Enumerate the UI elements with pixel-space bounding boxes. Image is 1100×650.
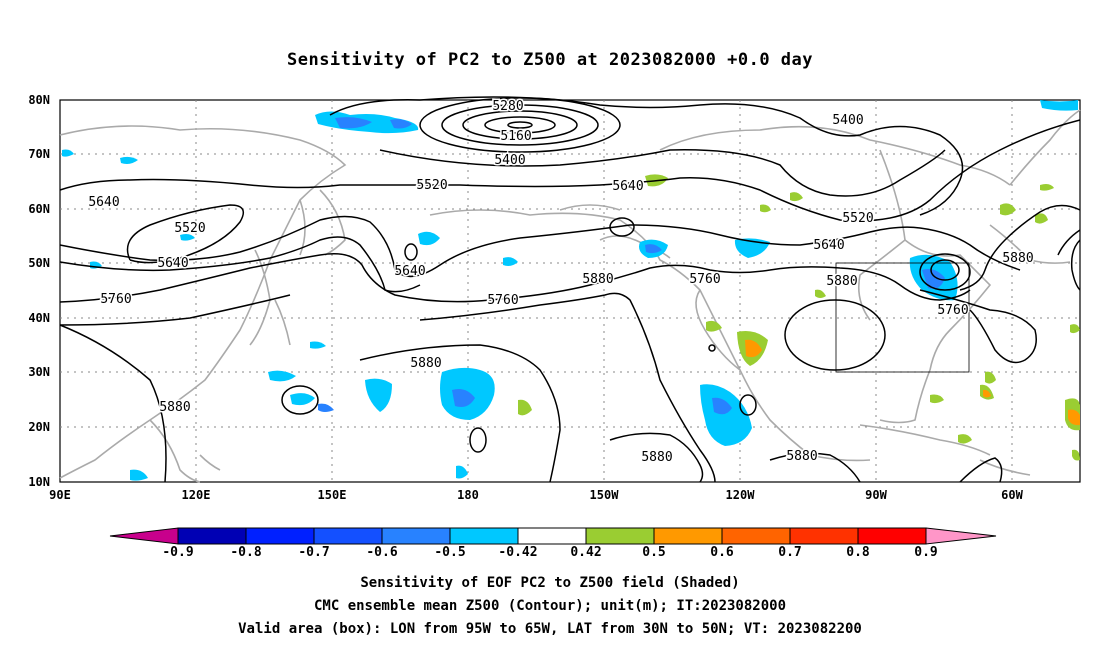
colorbar-tick-label: 0.6: [710, 545, 734, 560]
contour-label: 5880: [641, 450, 672, 465]
colorbar-tick-label: -0.42: [498, 545, 538, 560]
lon-label: 150E: [317, 488, 347, 502]
contour-labels: 5280 5160 5400 5520 5640 5400 5640 5520 …: [87, 98, 1035, 467]
caption-shading: Sensitivity of EOF PC2 to Z500 field (Sh…: [360, 575, 740, 591]
colorbar-tick-label: 0.9: [914, 545, 938, 560]
contour-label: 5640: [813, 238, 844, 253]
contour-label: 5640: [157, 256, 188, 271]
contour-label: 5160: [500, 129, 531, 144]
contour-label: 5520: [174, 221, 205, 236]
lat-label: 30N: [28, 365, 50, 379]
colorbar-tick-label: 0.5: [642, 545, 666, 560]
lat-label: 40N: [28, 311, 50, 325]
colorbar-tick-label: -0.7: [298, 545, 330, 560]
contour-label: 5640: [88, 195, 119, 210]
lat-label: 50N: [28, 256, 50, 270]
contour-label: 5880: [826, 274, 857, 289]
contour-label: 5880: [582, 272, 613, 287]
lon-label: 120E: [181, 488, 211, 502]
contour-label: 5400: [494, 153, 525, 168]
contour-label: 5520: [842, 211, 873, 226]
lat-label: 60N: [28, 202, 50, 216]
lon-label: 180: [457, 488, 479, 502]
contour-label: 5760: [937, 303, 968, 318]
lon-label: 150W: [589, 488, 619, 502]
contour-label: 5400: [832, 113, 863, 128]
sensitivity-shading: [62, 100, 1080, 481]
lon-label: 90W: [865, 488, 887, 502]
lon-label: 120W: [725, 488, 755, 502]
coastlines: [59, 109, 1081, 483]
lon-label: 90E: [49, 488, 71, 502]
colorbar-tick-label: -0.6: [366, 545, 398, 560]
contour-label: 5880: [1002, 251, 1033, 266]
contour-label: 5760: [100, 292, 131, 307]
colorbar-tick-label: -0.9: [162, 545, 194, 560]
colorbar-tick-label: 0.42: [570, 545, 602, 560]
contour-label: 5880: [159, 400, 190, 415]
contour-label: 5280: [492, 99, 523, 114]
colorbar-tick-label: -0.8: [230, 545, 262, 560]
contour-label: 5760: [689, 272, 720, 287]
contour-label: 5640: [612, 179, 643, 194]
grid-lines: [60, 100, 1080, 482]
lat-label: 10N: [28, 475, 50, 489]
lat-label: 70N: [28, 147, 50, 161]
colorbar-tick-label: -0.5: [434, 545, 466, 560]
caption-valid-area: Valid area (box): LON from 95W to 65W, L…: [238, 621, 862, 637]
contour-label: 5760: [487, 293, 518, 308]
lon-label: 60W: [1001, 488, 1023, 502]
colorbar-tick-label: 0.8: [846, 545, 870, 560]
contour-label: 5880: [410, 356, 441, 371]
contour-label: 5640: [394, 264, 425, 279]
valid-area-box: [835, 262, 970, 373]
z500-contours: [59, 96, 1081, 483]
contour-label: 5520: [416, 178, 447, 193]
lat-label: 20N: [28, 420, 50, 434]
lat-label: 80N: [28, 93, 50, 107]
caption-contour: CMC ensemble mean Z500 (Contour); unit(m…: [313, 598, 786, 614]
contour-label: 5880: [786, 449, 817, 464]
colorbar-tick-label: 0.7: [778, 545, 802, 560]
chart-title: Sensitivity of PC2 to Z500 at 2023082000…: [286, 50, 813, 70]
